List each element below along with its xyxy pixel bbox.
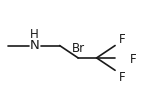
Text: H: H xyxy=(30,28,39,41)
Text: N: N xyxy=(30,39,39,52)
Text: Br: Br xyxy=(72,42,85,55)
Text: F: F xyxy=(130,53,137,66)
Text: F: F xyxy=(119,71,126,84)
Text: F: F xyxy=(119,33,126,46)
